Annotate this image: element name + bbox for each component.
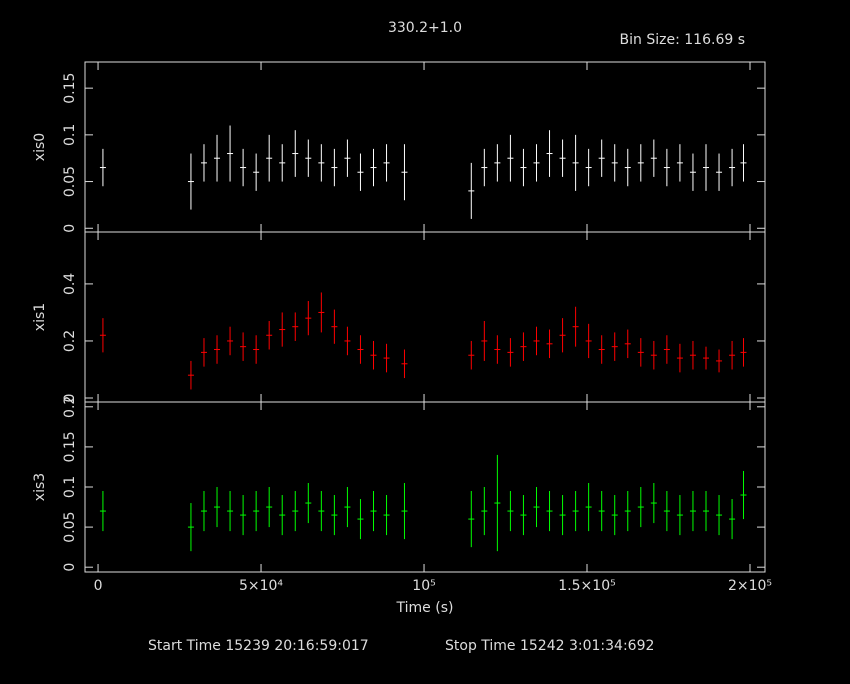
y-axis-label: xis3 — [32, 473, 48, 501]
x-tick-label: 5×10⁴ — [239, 578, 283, 594]
y-tick-label: 0.05 — [62, 512, 78, 543]
y-tick-label: 0 — [62, 224, 78, 233]
y-tick-label: 0.1 — [62, 124, 78, 146]
bin-size: Bin Size: 116.69 s — [620, 32, 745, 48]
y-tick-label: 0.2 — [62, 330, 78, 352]
chart-title: 330.2+1.0 — [388, 20, 462, 36]
x-tick-label: 2×10⁵ — [728, 578, 772, 594]
y-tick-label: 0 — [62, 394, 78, 403]
y-tick-label: 0.2 — [62, 396, 78, 418]
x-axis-label: Time (s) — [396, 600, 454, 616]
y-tick-label: 0.4 — [62, 273, 78, 295]
y-axis-label: xis1 — [32, 303, 48, 331]
y-tick-label: 0.15 — [62, 431, 78, 462]
y-tick-label: 0 — [62, 563, 78, 572]
x-tick-label: 1.5×10⁵ — [558, 578, 615, 594]
y-axis-label: xis0 — [32, 133, 48, 161]
stop-time: Stop Time 15242 3:01:34:692 — [445, 638, 654, 654]
y-tick-label: 0.05 — [62, 166, 78, 197]
x-tick-label: 0 — [94, 578, 103, 594]
start-time: Start Time 15239 20:16:59:017 — [148, 638, 369, 654]
x-tick-label: 10⁵ — [412, 578, 435, 594]
y-tick-label: 0.15 — [62, 73, 78, 104]
y-tick-label: 0.1 — [62, 476, 78, 498]
